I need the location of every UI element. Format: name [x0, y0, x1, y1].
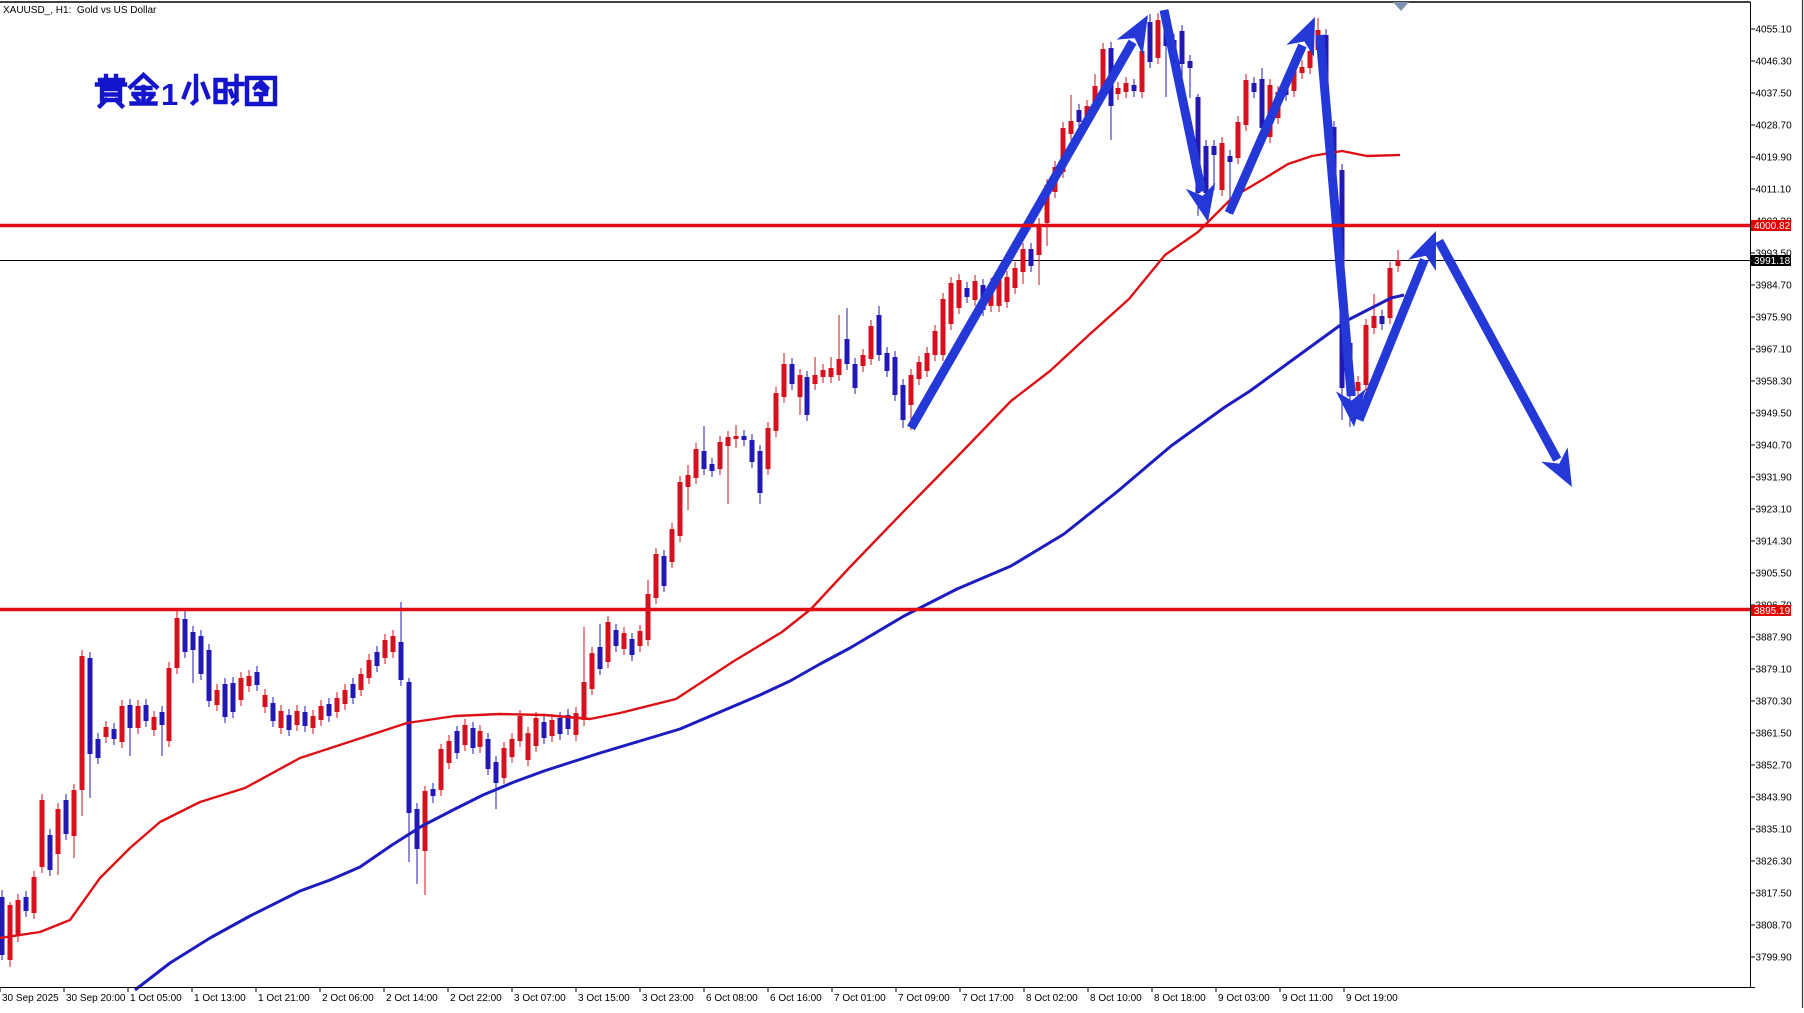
svg-text:9 Oct 11:00: 9 Oct 11:00	[1282, 993, 1333, 1004]
svg-text:3861.50: 3861.50	[1756, 729, 1793, 740]
svg-text:2 Oct 22:00: 2 Oct 22:00	[450, 993, 502, 1004]
svg-text:1 Oct 13:00: 1 Oct 13:00	[194, 993, 246, 1004]
svg-text:3843.90: 3843.90	[1756, 793, 1793, 804]
svg-text:30 Sep 20:00: 30 Sep 20:00	[66, 993, 126, 1004]
svg-text:3967.10: 3967.10	[1756, 345, 1793, 356]
svg-text:3940.70: 3940.70	[1756, 441, 1793, 452]
svg-text:3984.70: 3984.70	[1756, 281, 1793, 292]
svg-text:3958.30: 3958.30	[1756, 377, 1793, 388]
svg-text:9 Oct 03:00: 9 Oct 03:00	[1218, 993, 1270, 1004]
svg-text:8 Oct 10:00: 8 Oct 10:00	[1090, 993, 1142, 1004]
svg-text:7 Oct 09:00: 7 Oct 09:00	[898, 993, 950, 1004]
svg-text:6 Oct 16:00: 6 Oct 16:00	[770, 993, 822, 1004]
svg-text:1: 1	[161, 77, 178, 112]
svg-text:30 Sep 2025: 30 Sep 2025	[2, 993, 59, 1004]
svg-text:7 Oct 17:00: 7 Oct 17:00	[962, 993, 1014, 1004]
svg-text:3 Oct 15:00: 3 Oct 15:00	[578, 993, 630, 1004]
svg-text:2 Oct 14:00: 2 Oct 14:00	[386, 993, 438, 1004]
svg-text:4011.10: 4011.10	[1756, 185, 1792, 196]
svg-text:3808.70: 3808.70	[1756, 921, 1793, 932]
svg-text:3905.50: 3905.50	[1756, 569, 1793, 580]
svg-text:4055.10: 4055.10	[1756, 25, 1793, 36]
svg-text:3 Oct 07:00: 3 Oct 07:00	[514, 993, 566, 1004]
svg-text:3852.70: 3852.70	[1756, 761, 1793, 772]
svg-text:3879.10: 3879.10	[1756, 665, 1793, 676]
svg-text:9 Oct 19:00: 9 Oct 19:00	[1346, 993, 1398, 1004]
svg-text:3993.50: 3993.50	[1756, 249, 1793, 260]
svg-text:4019.90: 4019.90	[1756, 153, 1793, 164]
svg-text:2 Oct 06:00: 2 Oct 06:00	[322, 993, 374, 1004]
svg-text:1 Oct 21:00: 1 Oct 21:00	[258, 993, 310, 1004]
svg-text:3799.90: 3799.90	[1756, 953, 1793, 964]
svg-text:3887.90: 3887.90	[1756, 633, 1793, 644]
svg-text:3923.10: 3923.10	[1756, 505, 1793, 516]
svg-text:3826.30: 3826.30	[1756, 857, 1793, 868]
svg-text:3975.90: 3975.90	[1756, 313, 1793, 324]
svg-text:3949.50: 3949.50	[1756, 409, 1793, 420]
svg-text:3895.19: 3895.19	[1754, 606, 1791, 617]
svg-text:4028.70: 4028.70	[1756, 121, 1793, 132]
svg-text:6 Oct 08:00: 6 Oct 08:00	[706, 993, 758, 1004]
svg-text:XAUUSD_, H1: Gold vs US Dolla: XAUUSD_, H1: Gold vs US Dollar	[3, 5, 157, 16]
svg-text:3817.50: 3817.50	[1756, 889, 1793, 900]
svg-text:3931.90: 3931.90	[1756, 473, 1793, 484]
svg-text:3914.30: 3914.30	[1756, 537, 1793, 548]
svg-text:8 Oct 18:00: 8 Oct 18:00	[1154, 993, 1206, 1004]
svg-text:3835.10: 3835.10	[1756, 825, 1793, 836]
svg-text:3 Oct 23:00: 3 Oct 23:00	[642, 993, 694, 1004]
svg-text:3991.18: 3991.18	[1754, 256, 1791, 267]
svg-text:4046.30: 4046.30	[1756, 57, 1793, 68]
svg-text:3870.30: 3870.30	[1756, 697, 1793, 708]
svg-text:4037.50: 4037.50	[1756, 89, 1793, 100]
svg-text:4000.82: 4000.82	[1754, 221, 1791, 232]
svg-text:1 Oct 05:00: 1 Oct 05:00	[130, 993, 182, 1004]
svg-text:8 Oct 02:00: 8 Oct 02:00	[1026, 993, 1078, 1004]
svg-text:7 Oct 01:00: 7 Oct 01:00	[834, 993, 886, 1004]
